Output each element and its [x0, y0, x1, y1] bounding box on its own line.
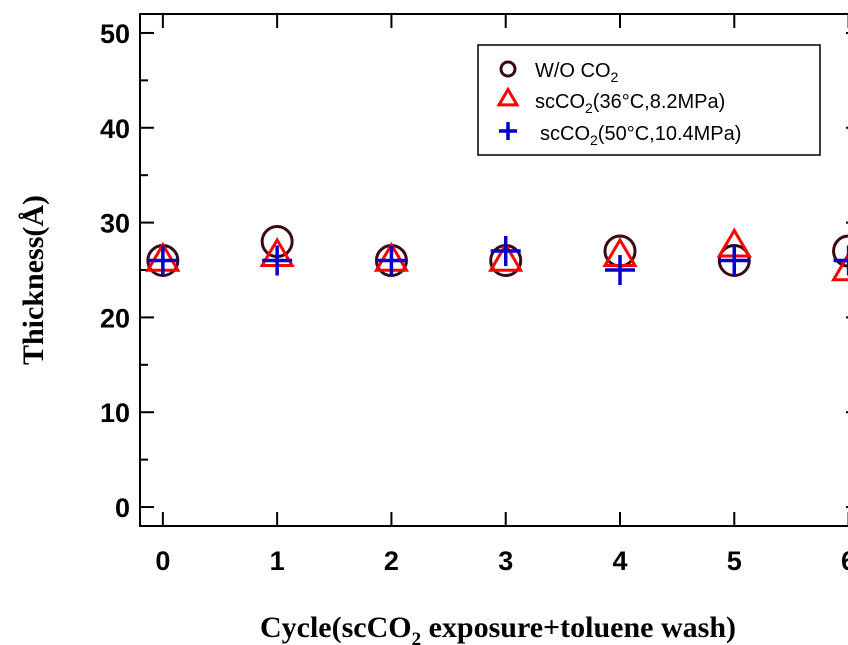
x-tick-label: 4 — [612, 546, 627, 576]
y-tick-label: 50 — [100, 19, 130, 49]
legend-box — [477, 44, 821, 156]
data-point-circle — [832, 234, 848, 268]
legend-marker-plus — [499, 122, 517, 140]
x-axis-title-rest: exposure+toluene wash) — [421, 611, 736, 644]
y-tick-label: 20 — [100, 303, 130, 333]
x-tick-label: 5 — [727, 546, 742, 576]
data-point-plus — [605, 255, 635, 285]
series-plus — [147, 236, 848, 285]
data-point-plus — [833, 245, 848, 276]
x-tick-label: 2 — [384, 546, 399, 576]
x-tick-label: 3 — [498, 546, 513, 576]
y-tick-label: 10 — [100, 398, 130, 428]
data-point-plus — [490, 236, 521, 267]
x-tick-label: 0 — [155, 546, 170, 576]
x-axis-title: Cycle(scCO2 exposure+toluene wash) — [260, 611, 736, 645]
x-axis-title-subscript: 2 — [412, 629, 422, 645]
y-tick-label: 40 — [100, 114, 130, 144]
legend: W/O CO2 scCO2(36°C,8.2MPa) scCO2(50°C,10… — [477, 44, 821, 156]
y-tick-label: 0 — [115, 493, 130, 523]
legend-entry-scco2-36c: scCO2(36°C,8.2MPa) — [535, 91, 725, 116]
legend-entry-wo-co2: W/O CO2 — [535, 60, 619, 85]
data-point-plus — [719, 245, 750, 276]
x-axis-title-main: Cycle(scCO — [260, 611, 412, 644]
x-tick-label: 6 — [841, 546, 848, 576]
x-tick-label: 1 — [270, 546, 285, 576]
data-point-plus — [147, 245, 178, 276]
legend-entry-scco2-50c: scCO2(50°C,10.4MPa) — [540, 123, 741, 148]
data-point-triangle — [488, 241, 524, 272]
legend-marker-triangle — [496, 86, 520, 107]
data-point-plus — [262, 245, 293, 276]
y-axis-title: Thickness(Å) — [17, 195, 50, 365]
data-point-triangle — [830, 252, 848, 282]
data-point-plus — [376, 245, 407, 276]
y-tick-label: 30 — [100, 209, 130, 239]
legend-marker-circle — [499, 60, 517, 78]
